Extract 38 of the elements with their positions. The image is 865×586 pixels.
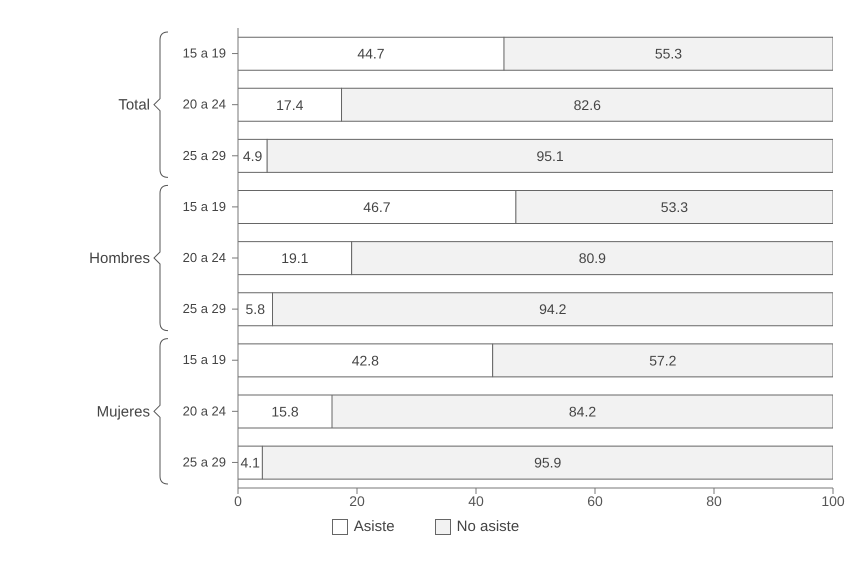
data-label: 53.3 [660,199,688,216]
x-tick-label: 40 [468,492,484,509]
y-tick-label: 15 a 19 [182,46,226,61]
x-tick-label: 60 [587,492,603,509]
x-tick-label: 20 [349,492,365,509]
text: Total [118,96,150,114]
data-label: 95.1 [536,148,564,164]
data-label: 84.2 [568,403,596,420]
data-label: 94.2 [539,301,567,318]
data-label: 19.1 [281,250,309,266]
data-label: 44.7 [357,46,385,62]
data-label: 15.8 [271,403,299,420]
y-tick-label: 25 a 29 [182,148,226,163]
y-tick-label: 15 a 19 [182,198,226,214]
text: Mujeres [96,403,150,420]
data-label: 80.9 [578,250,606,266]
y-tick-label: 20 a 24 [182,250,226,265]
y-tick-label: 20 a 24 [182,403,226,418]
y-tick-label: 15 a 19 [182,352,226,368]
data-label: 46.7 [363,199,391,216]
y-tick-label: 25 a 29 [182,301,226,316]
data-label: 4.9 [242,148,263,164]
data-label: 4.1 [240,454,260,471]
data-label: 42.8 [352,352,380,368]
y-tick-label: 25 a 29 [182,454,226,470]
x-tick-label: 0 [234,492,242,509]
data-label: 82.6 [574,96,602,113]
y-tick-label: 20 a 24 [182,96,226,112]
x-tick-label: 80 [706,492,722,509]
data-label: 57.2 [649,352,677,368]
legend-label: Asiste [354,518,395,535]
data-label: 5.8 [246,301,266,318]
data-label: 55.3 [654,46,682,62]
data-label: 95.9 [534,454,562,471]
x-tick-label: 100 [821,492,845,509]
text: Hombres [89,250,150,267]
legend-label: No asiste [456,518,520,535]
data-label: 17.4 [276,96,304,113]
